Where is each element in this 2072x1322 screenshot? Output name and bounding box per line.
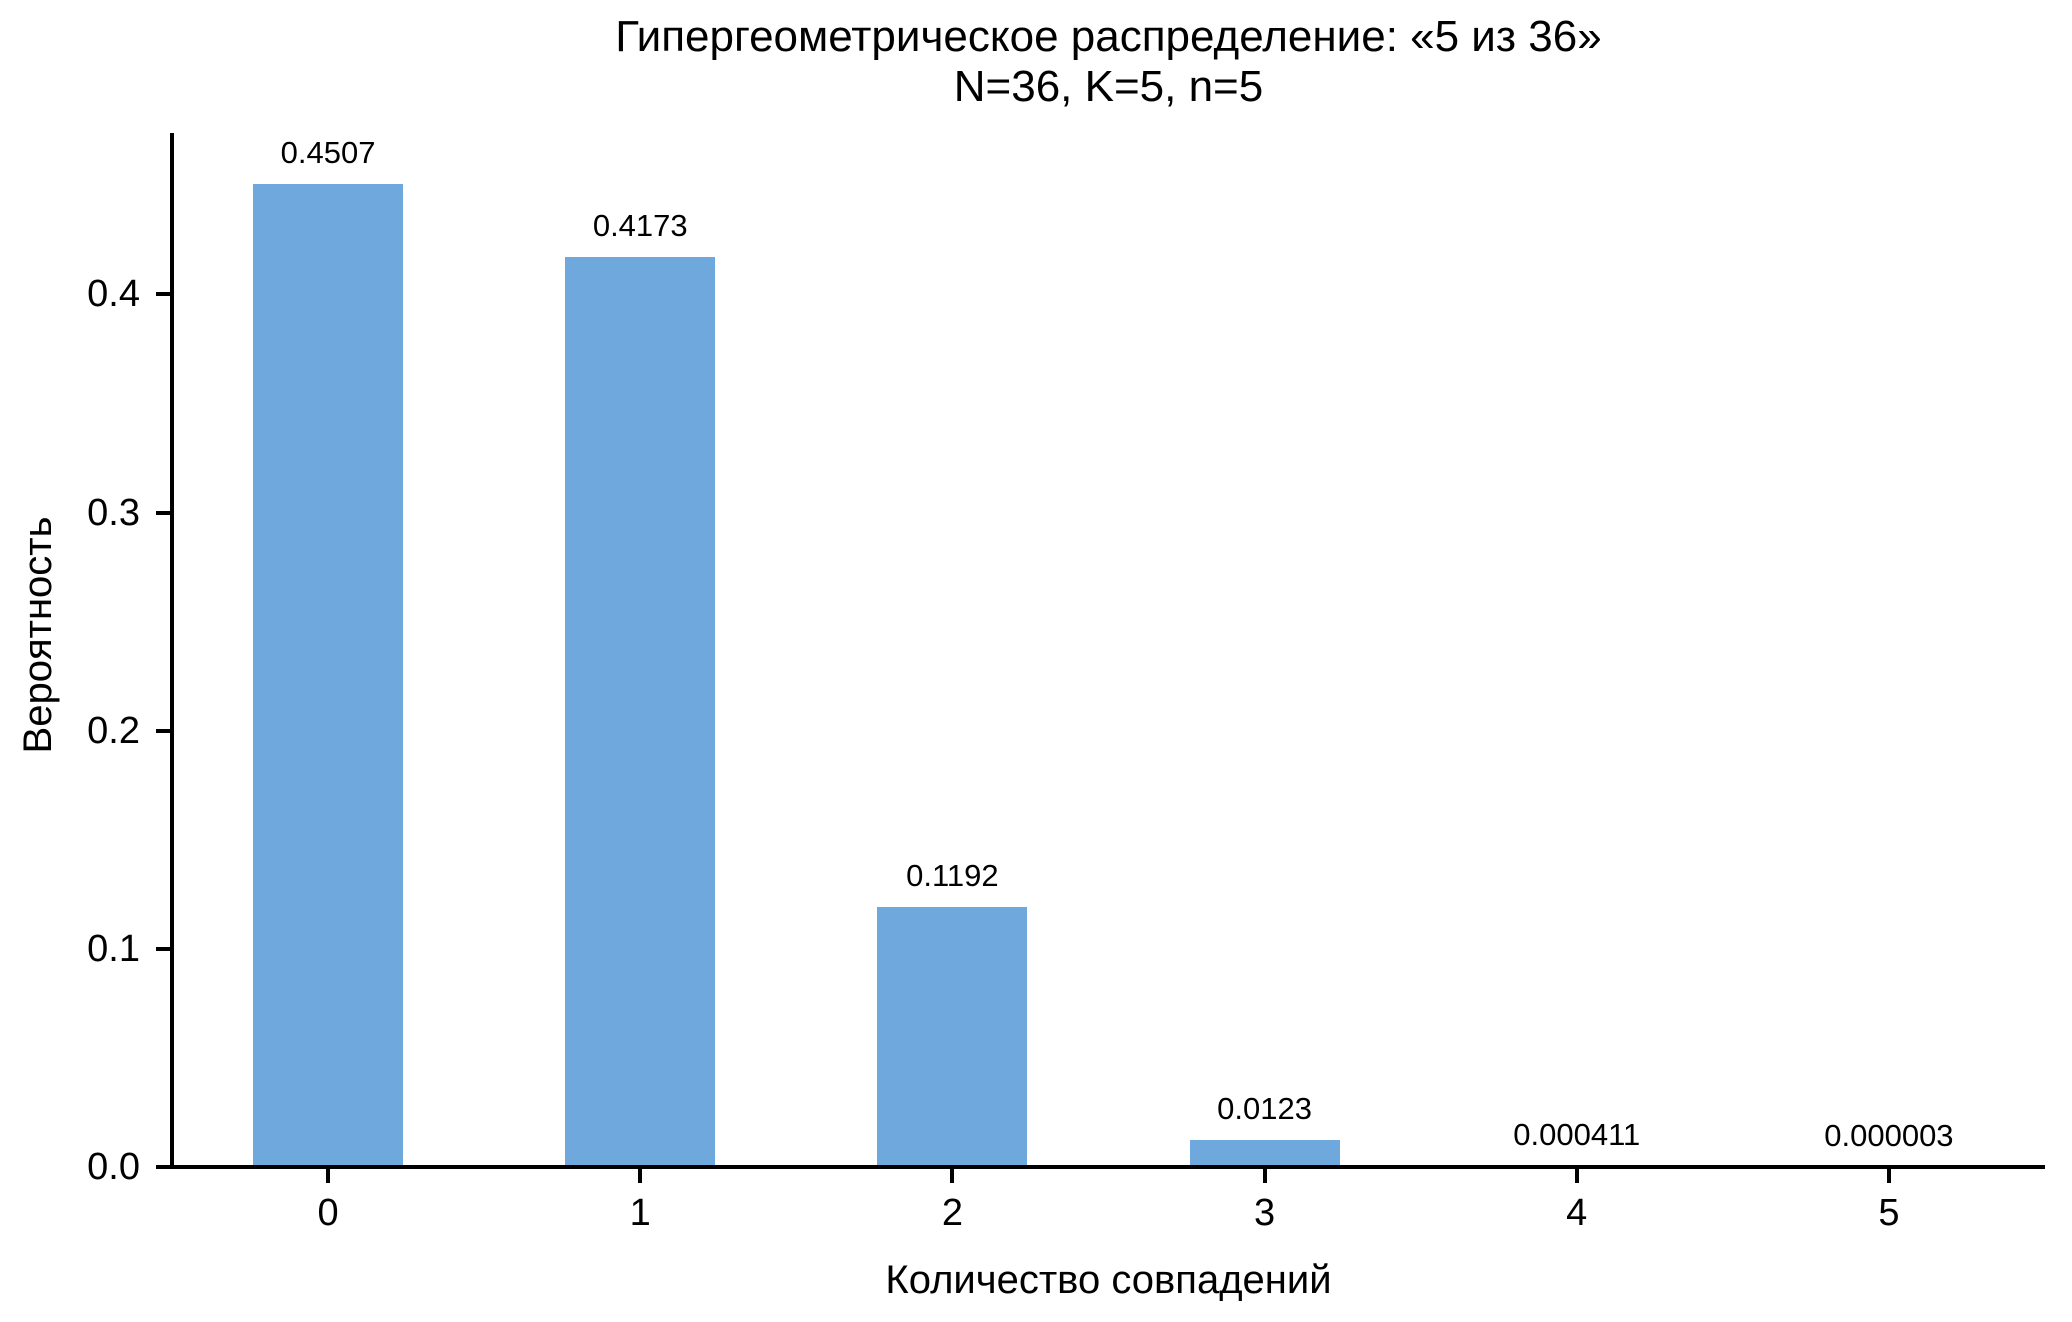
x-tick-label: 2 [941, 1192, 963, 1234]
bar-value-label: 0.0123 [1217, 1091, 1312, 1127]
x-axis-spine [170, 1165, 2045, 1169]
y-tick-label: 0.3 [87, 491, 140, 534]
x-tick-mark [1262, 1169, 1267, 1183]
y-tick-label: 0.1 [87, 927, 140, 970]
x-tick-label: 5 [1878, 1192, 1900, 1234]
plot-area: 0.0 0.1 0.2 0.3 0.4 0 0.4507 1 0.4173 2 0.1192 3 0.0… [87, 133, 2045, 1234]
bar-value-label: 0.1192 [906, 857, 999, 893]
title-block: Гипергеометрическое распределение: «5 из… [172, 12, 2045, 112]
y-axis-label: Вероятность [16, 516, 60, 754]
bar [565, 256, 716, 1167]
bar [877, 906, 1028, 1167]
bar-value-label: 0.000411 [1513, 1117, 1641, 1153]
x-tick-mark [1886, 1169, 1891, 1183]
y-axis-spine [170, 133, 174, 1169]
x-axis-label: Количество совпадений [885, 1258, 1332, 1302]
bar [253, 183, 404, 1167]
x-tick-label: 0 [317, 1192, 339, 1234]
y-tick-label: 0.0 [87, 1146, 140, 1188]
bar [1189, 1140, 1340, 1167]
bar-value-label: 0.4507 [280, 134, 376, 170]
y-tick-mark [156, 510, 170, 515]
x-tick-mark [950, 1169, 955, 1183]
y-tick-mark [156, 1165, 170, 1169]
y-tick-label: 0.4 [87, 273, 140, 316]
chart-title: Гипергеометрическое распределение: «5 из… [615, 12, 1602, 61]
x-tick-label: 3 [1254, 1192, 1276, 1234]
x-tick-label: 1 [629, 1192, 651, 1234]
y-tick-mark [156, 728, 170, 733]
bar-value-label: 0.4173 [592, 207, 688, 243]
x-tick-mark [1574, 1169, 1579, 1183]
chart-subtitle: N=36, K=5, n=5 [953, 62, 1264, 111]
y-tick-mark [156, 946, 170, 951]
bar-value-label: 0.000003 [1824, 1118, 1954, 1153]
y-tick-mark [156, 292, 170, 297]
y-tick-label: 0.2 [87, 709, 140, 752]
x-tick-label: 4 [1566, 1192, 1588, 1234]
x-tick-mark [326, 1169, 331, 1183]
x-tick-mark [638, 1169, 643, 1183]
